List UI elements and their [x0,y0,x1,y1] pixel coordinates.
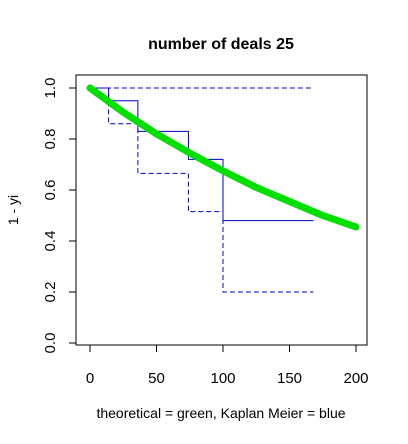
x-tick-label: 100 [210,370,235,387]
x-axis: 0 50 100 150 200 [86,345,369,387]
y-tick-label: 0.4 [42,231,59,252]
plot-frame [76,75,367,345]
y-axis: 0.0 0.2 0.4 0.6 0.8 1.0 [42,78,76,354]
x-tick-label: 200 [343,370,368,387]
y-tick-label: 0.6 [42,180,59,201]
x-axis-label: theoretical = green, Kaplan Meier = blue [96,405,345,421]
y-tick-label: 1.0 [42,78,59,99]
chart-title: number of deals 25 [148,36,294,53]
km-confidence-band [90,88,313,292]
y-axis-label: 1 - yi [5,195,21,225]
x-tick-label: 50 [148,370,165,387]
y-tick-label: 0.0 [42,333,59,354]
x-tick-label: 150 [277,370,302,387]
y-tick-label: 0.2 [42,282,59,303]
series-layer [90,88,356,292]
y-tick-label: 0.8 [42,129,59,150]
x-tick-label: 0 [86,370,94,387]
